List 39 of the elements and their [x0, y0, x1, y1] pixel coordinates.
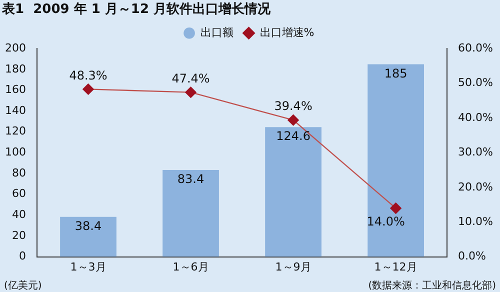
- data-label: 39.4%: [274, 99, 312, 114]
- data-label: 83.4: [177, 172, 204, 186]
- legend-label: 出口额: [200, 26, 234, 39]
- y2-tick-label: 60.0%: [458, 41, 494, 54]
- data-label: 14.0%: [366, 214, 405, 228]
- x-tick-label: 1～3月: [70, 260, 106, 274]
- y-tick-label: 20: [12, 228, 26, 242]
- data-label: 48.3%: [69, 68, 108, 82]
- y2-tick-label: 50.0%: [458, 76, 494, 90]
- bar: [368, 64, 424, 257]
- y2-tick-label: 20.0%: [458, 180, 494, 194]
- y2-tick-label: 0.0%: [458, 250, 486, 263]
- x-tick-label: 1～6月: [172, 260, 209, 274]
- y2-tick-label: 30.0%: [458, 146, 494, 159]
- y-tick-label: 40: [12, 208, 26, 222]
- y-tick-label: 200: [4, 41, 26, 54]
- y-tick-label: 120: [4, 124, 26, 138]
- y-tick-label: 140: [4, 104, 26, 117]
- text: (数据来源：工业和信息化部): [368, 280, 496, 292]
- legend-label: 出口增速%: [260, 26, 314, 39]
- y-tick-label: 60: [12, 187, 26, 200]
- data-label: 185: [384, 66, 408, 80]
- data-label: 38.4: [74, 218, 102, 233]
- bar: [162, 170, 219, 257]
- y-tick-label: 180: [4, 62, 26, 76]
- y-tick-label: 0: [18, 250, 26, 263]
- bar: [265, 127, 322, 257]
- y-axis-title: (亿美元): [4, 280, 42, 292]
- bar: [60, 216, 116, 257]
- y-tick-label: 160: [4, 83, 26, 96]
- x-tick-label: 1～12月: [374, 260, 418, 274]
- y2-tick-label: 10.0%: [458, 214, 494, 228]
- data-label: 47.4%: [172, 71, 210, 86]
- chart-title: 表1 2009 年 1 月～12 月软件出口增长情况: [1, 2, 272, 18]
- y2-tick-label: 40.0%: [458, 110, 494, 124]
- y-tick-label: 100: [4, 146, 26, 159]
- y-tick-label: 80: [12, 166, 26, 180]
- data-label: 124.6: [276, 129, 310, 144]
- x-tick-label: 1～9月: [275, 260, 312, 274]
